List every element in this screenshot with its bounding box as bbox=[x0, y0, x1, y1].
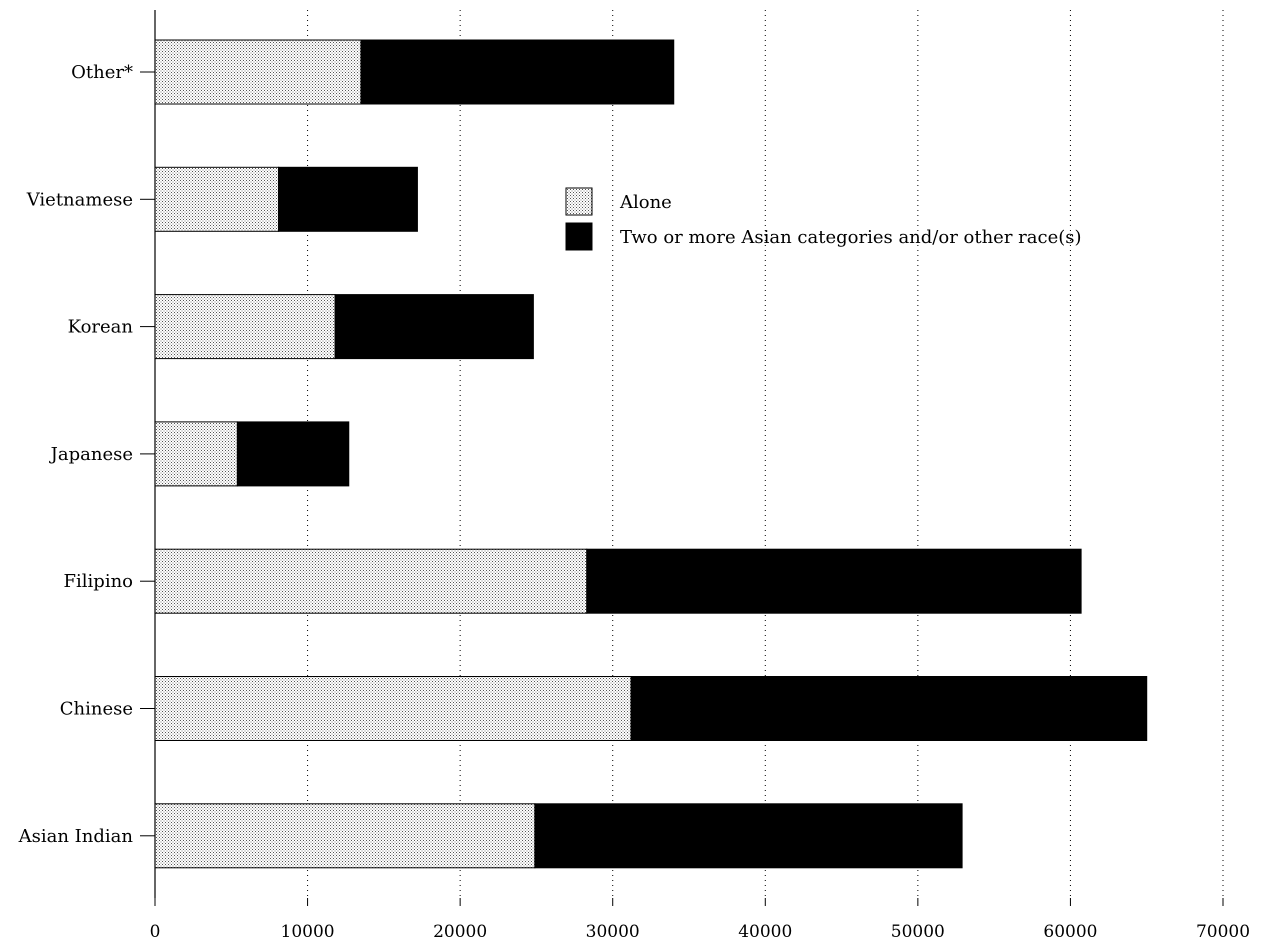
bars bbox=[154, 39, 1148, 869]
x-tick-label-1: 10000 bbox=[281, 922, 335, 942]
legend-label-1: Two or more Asian categories and/or othe… bbox=[620, 227, 1082, 248]
bar-chinese-series-0 bbox=[154, 676, 632, 741]
legend-swatch-0 bbox=[565, 187, 593, 216]
axes: 0 10000 20000 30000 40000 50000 60000 70000 Othe… bbox=[18, 10, 1250, 942]
y-tick-label-4: Filipino bbox=[64, 571, 133, 592]
bar-asian-indian-series-0 bbox=[154, 803, 536, 869]
x-tick-label-0: 0 bbox=[150, 922, 161, 942]
y-tick-label-0: Other* bbox=[71, 62, 133, 83]
y-tick-label-1: Vietnamese bbox=[26, 189, 133, 210]
bar-vietnamese-series-0 bbox=[154, 166, 280, 232]
bar-filipino-series-0 bbox=[154, 548, 588, 614]
gridlines bbox=[307, 10, 1224, 898]
bar-filipino-series-1 bbox=[586, 548, 1082, 614]
bar-other-series-0 bbox=[154, 39, 362, 105]
legend: Alone Two or more Asian categories and/or… bbox=[565, 187, 1082, 251]
y-tick-label-2: Korean bbox=[68, 317, 134, 338]
x-tick-label-3: 30000 bbox=[586, 922, 640, 942]
x-tick-label-2: 20000 bbox=[433, 922, 487, 942]
legend-swatch-1 bbox=[565, 222, 593, 251]
x-tick-label-6: 60000 bbox=[1043, 922, 1097, 942]
bar-korean-series-1 bbox=[334, 294, 534, 360]
y-tick-label-5: Chinese bbox=[60, 699, 133, 720]
x-tick-label-4: 40000 bbox=[738, 922, 792, 942]
legend-label-0: Alone bbox=[619, 192, 672, 213]
bar-japanese-series-1 bbox=[236, 421, 350, 487]
bar-asian-indian-series-1 bbox=[534, 803, 963, 869]
y-tick-label-6: Asian Indian bbox=[18, 826, 134, 847]
x-tick-label-5: 50000 bbox=[891, 922, 945, 942]
bar-chinese-series-1 bbox=[630, 676, 1148, 741]
bar-other-series-1 bbox=[360, 39, 675, 105]
x-tick-label-7: 70000 bbox=[1196, 922, 1250, 942]
bar-korean-series-0 bbox=[154, 294, 336, 360]
y-tick-label-3: Japanese bbox=[49, 444, 133, 465]
bar-vietnamese-series-1 bbox=[278, 166, 418, 232]
bar-japanese-series-0 bbox=[154, 421, 238, 487]
